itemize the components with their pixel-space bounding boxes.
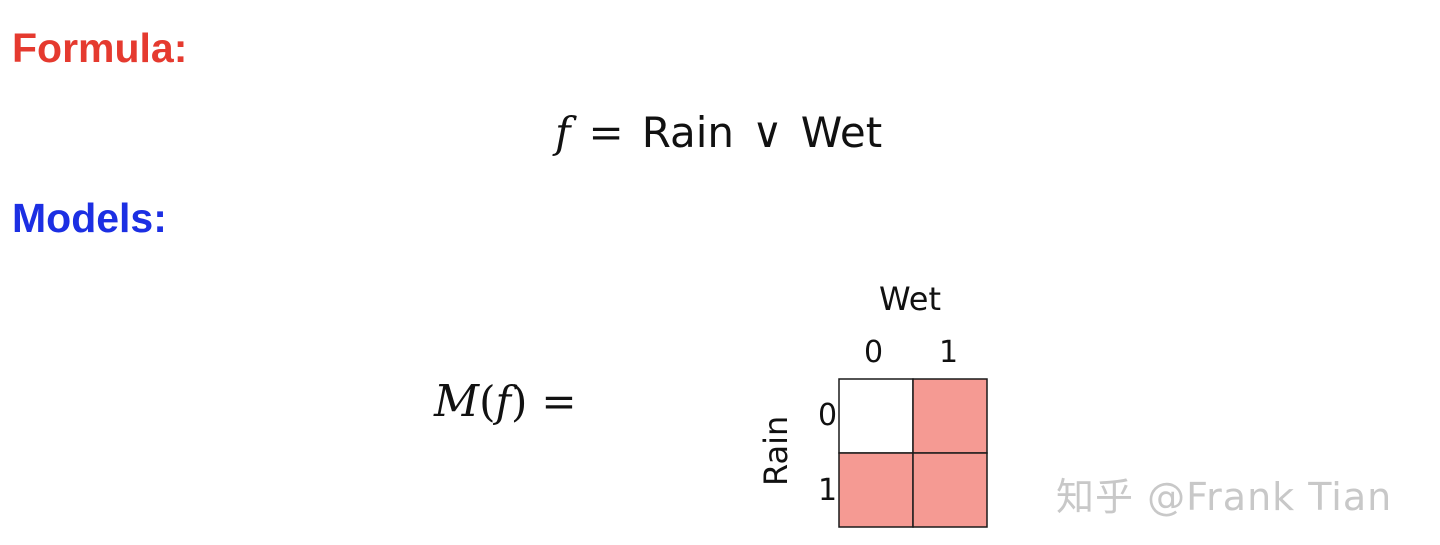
formula-wet-term: Wet bbox=[800, 108, 883, 157]
formula-variable: f bbox=[555, 108, 571, 157]
rain-tick-1: 1 bbox=[818, 473, 838, 508]
formula-rain-term: Rain bbox=[641, 108, 735, 157]
formula-heading: Formula: bbox=[12, 25, 188, 71]
wet-tick-0: 0 bbox=[864, 335, 884, 370]
formula-or-operator: ∨ bbox=[752, 108, 783, 157]
zhihu-watermark: 知乎 @Frank Tian bbox=[1056, 475, 1393, 519]
formula-expression: f = Rain ∨ Wet bbox=[555, 108, 882, 162]
grid-cell-rain1-wet1 bbox=[912, 452, 988, 528]
rain-axis-title: Rain bbox=[757, 415, 795, 486]
wet-axis-title: Wet bbox=[879, 280, 941, 318]
grid-cell-rain0-wet1 bbox=[912, 378, 988, 454]
models-open-paren: ( bbox=[479, 377, 496, 426]
wet-tick-1: 1 bbox=[939, 335, 959, 370]
formula-equals-sign: = bbox=[588, 108, 624, 157]
grid-cell-rain0-wet0 bbox=[838, 378, 914, 454]
models-script-m: M bbox=[434, 376, 480, 427]
truth-table-grid bbox=[838, 378, 988, 528]
models-expression: M ( f ) = bbox=[434, 376, 577, 427]
models-close-paren: ) bbox=[511, 377, 528, 426]
grid-cell-rain1-wet0 bbox=[838, 452, 914, 528]
models-heading: Models: bbox=[12, 195, 167, 241]
rain-tick-0: 0 bbox=[818, 398, 838, 433]
models-variable: f bbox=[495, 377, 511, 426]
models-equals-sign: = bbox=[541, 377, 577, 426]
